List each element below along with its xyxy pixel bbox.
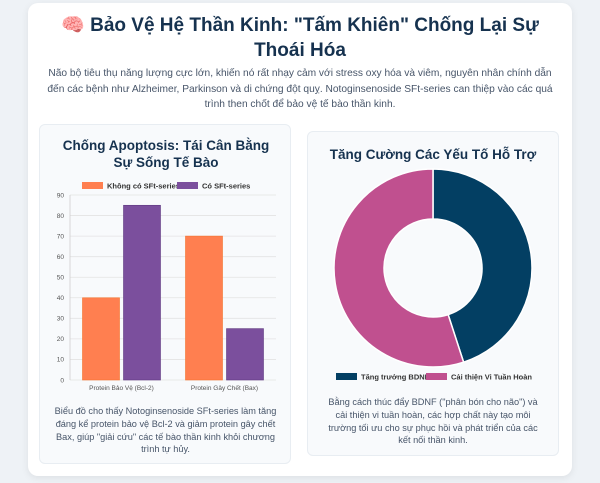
y-tick-label: 90	[57, 192, 65, 199]
y-tick-label: 0	[60, 377, 64, 384]
y-tick-label: 80	[57, 213, 65, 220]
donut-slice	[432, 168, 533, 364]
page-title: 🧠 Bảo Vệ Hệ Thần Kinh: "Tấm Khiên" Chống…	[40, 13, 560, 63]
support-description: Bằng cách thúc đẩy BDNF ("phân bón cho n…	[328, 397, 538, 446]
legend-swatch	[177, 182, 198, 189]
y-tick-label: 10	[57, 357, 65, 364]
bar	[123, 204, 161, 381]
y-tick-label: 20	[57, 336, 65, 343]
apoptosis-panel	[39, 124, 291, 464]
x-tick-label: Protein Gây Chết (Bax)	[191, 383, 258, 392]
legend-label: Cải thiện Vi Tuần Hoàn	[451, 373, 532, 382]
legend-swatch	[426, 373, 447, 380]
apoptosis-description: Biểu đồ cho thấy Notoginsenoside SFt-ser…	[54, 406, 277, 455]
bar	[82, 297, 120, 381]
y-tick-label: 60	[57, 254, 65, 261]
brain-icon: 🧠	[61, 15, 85, 36]
x-tick-label: Protein Bảo Vệ (Bcl-2)	[89, 385, 154, 392]
legend-swatch	[336, 373, 357, 380]
y-tick-label: 50	[57, 275, 65, 282]
intro-text: Não bộ tiêu thụ năng lượng cực lớn, khiế…	[47, 68, 553, 110]
bar	[185, 235, 223, 381]
legend-label: Có SFt-series	[202, 182, 250, 191]
bar	[226, 328, 264, 381]
apoptosis-chart-title: Chống Apoptosis: Tái Cân Bằng Sự Sống Tế…	[62, 138, 270, 170]
support-chart-title: Tăng Cường Các Yếu Tố Hỗ Trợ	[329, 147, 537, 162]
legend-label: Không có SFt-series	[107, 182, 180, 191]
page-title-text: Bảo Vệ Hệ Thần Kinh: "Tấm Khiên" Chống L…	[90, 15, 539, 61]
legend-swatch	[82, 182, 103, 189]
y-tick-label: 30	[57, 316, 65, 323]
donut-slice	[333, 168, 465, 368]
y-tick-label: 40	[57, 295, 65, 302]
legend-label: Tăng trưởng BDNF	[361, 373, 430, 382]
y-tick-label: 70	[57, 233, 65, 240]
